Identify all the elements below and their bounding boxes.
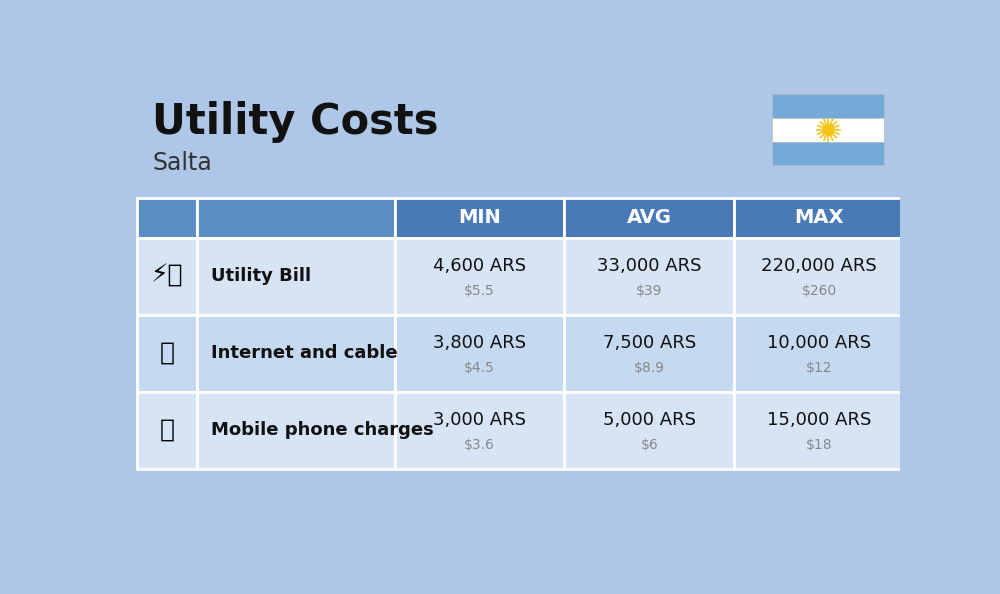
Text: 15,000 ARS: 15,000 ARS bbox=[767, 411, 871, 429]
Text: $6: $6 bbox=[640, 438, 658, 451]
Text: $18: $18 bbox=[806, 438, 832, 451]
Text: Salta: Salta bbox=[152, 151, 212, 175]
Text: 4,600 ARS: 4,600 ARS bbox=[433, 257, 526, 275]
FancyBboxPatch shape bbox=[772, 94, 884, 118]
Text: $3.6: $3.6 bbox=[464, 438, 495, 451]
FancyBboxPatch shape bbox=[564, 315, 734, 391]
Text: 5,000 ARS: 5,000 ARS bbox=[603, 411, 696, 429]
FancyBboxPatch shape bbox=[197, 315, 395, 391]
Text: Utility Bill: Utility Bill bbox=[211, 267, 311, 285]
FancyBboxPatch shape bbox=[197, 238, 395, 315]
Text: $39: $39 bbox=[636, 284, 663, 298]
Circle shape bbox=[822, 124, 834, 135]
FancyBboxPatch shape bbox=[395, 238, 564, 315]
Text: 📱: 📱 bbox=[159, 418, 174, 442]
Text: $5.5: $5.5 bbox=[464, 284, 495, 298]
Text: MAX: MAX bbox=[794, 208, 844, 227]
FancyBboxPatch shape bbox=[734, 391, 904, 469]
Text: 7,500 ARS: 7,500 ARS bbox=[603, 334, 696, 352]
FancyBboxPatch shape bbox=[395, 391, 564, 469]
FancyBboxPatch shape bbox=[197, 198, 395, 238]
Text: 3,800 ARS: 3,800 ARS bbox=[433, 334, 526, 352]
FancyBboxPatch shape bbox=[395, 315, 564, 391]
FancyBboxPatch shape bbox=[734, 238, 904, 315]
FancyBboxPatch shape bbox=[734, 198, 904, 238]
Text: MIN: MIN bbox=[458, 208, 501, 227]
FancyBboxPatch shape bbox=[137, 315, 197, 391]
Text: Utility Costs: Utility Costs bbox=[152, 102, 439, 143]
Text: $12: $12 bbox=[806, 361, 832, 375]
FancyBboxPatch shape bbox=[564, 391, 734, 469]
Text: $260: $260 bbox=[801, 284, 837, 298]
FancyBboxPatch shape bbox=[772, 118, 884, 141]
Text: Internet and cable: Internet and cable bbox=[211, 344, 398, 362]
Text: Mobile phone charges: Mobile phone charges bbox=[211, 421, 434, 439]
Text: 📶: 📶 bbox=[159, 341, 174, 365]
Text: $4.5: $4.5 bbox=[464, 361, 495, 375]
FancyBboxPatch shape bbox=[137, 238, 197, 315]
Text: 220,000 ARS: 220,000 ARS bbox=[761, 257, 877, 275]
FancyBboxPatch shape bbox=[564, 198, 734, 238]
Text: 10,000 ARS: 10,000 ARS bbox=[767, 334, 871, 352]
FancyBboxPatch shape bbox=[734, 315, 904, 391]
Text: AVG: AVG bbox=[627, 208, 672, 227]
FancyBboxPatch shape bbox=[772, 141, 884, 165]
Text: 3,000 ARS: 3,000 ARS bbox=[433, 411, 526, 429]
FancyBboxPatch shape bbox=[197, 391, 395, 469]
FancyBboxPatch shape bbox=[564, 238, 734, 315]
FancyBboxPatch shape bbox=[137, 391, 197, 469]
FancyBboxPatch shape bbox=[137, 198, 197, 238]
Text: 33,000 ARS: 33,000 ARS bbox=[597, 257, 702, 275]
Text: $8.9: $8.9 bbox=[634, 361, 665, 375]
FancyBboxPatch shape bbox=[395, 198, 564, 238]
Text: ⚡🔧: ⚡🔧 bbox=[151, 264, 183, 288]
